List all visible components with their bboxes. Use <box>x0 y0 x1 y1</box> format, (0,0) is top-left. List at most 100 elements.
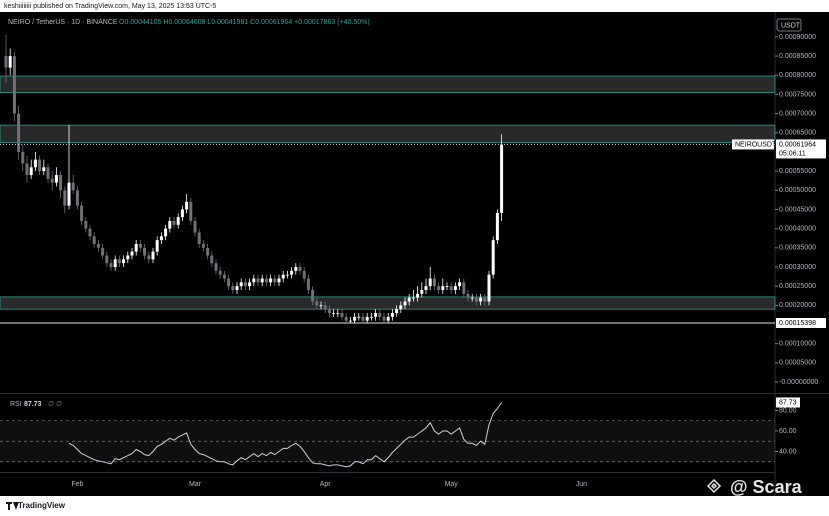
candle-body <box>80 205 84 221</box>
candle-body <box>378 313 382 317</box>
candle-body <box>348 320 352 322</box>
y-tick-label: -0.00000000 <box>779 379 818 386</box>
candle-body <box>67 182 71 206</box>
brand[interactable]: TradingView <box>18 501 66 510</box>
candle-body <box>327 309 331 314</box>
rsi-params: ∅ ∅ <box>48 401 62 408</box>
symbol-tag-box <box>732 139 774 150</box>
candle-body <box>176 217 180 225</box>
candle-body <box>311 290 315 302</box>
candle-body <box>50 178 54 183</box>
candle-body <box>189 201 193 221</box>
candle-body <box>180 209 184 218</box>
candle-body <box>59 174 63 191</box>
candle-body <box>277 278 281 283</box>
candle-body <box>260 278 264 283</box>
candle-body <box>38 159 42 172</box>
candle-body <box>84 220 88 229</box>
candle-body <box>147 255 151 260</box>
candle-body <box>155 240 159 252</box>
candle-body <box>474 297 478 302</box>
candle-body <box>143 247 147 256</box>
y-tick-label: 0.00005000 <box>779 360 816 367</box>
candle-body <box>193 220 197 233</box>
y-tick-label: 0.00045000 <box>779 206 816 213</box>
candle-body <box>164 228 168 237</box>
candle-body <box>302 270 306 279</box>
candle-body <box>462 282 466 294</box>
candle-body <box>75 190 79 206</box>
candle-body <box>63 190 67 206</box>
candle-body <box>432 278 436 287</box>
candle-body <box>290 270 294 275</box>
candle-body <box>479 297 483 302</box>
candle-body <box>206 247 210 256</box>
brand-logo <box>6 502 19 510</box>
candle-body <box>340 313 344 317</box>
symbol-tag: NEIROUSDT <box>735 141 777 148</box>
candle-body <box>487 274 491 302</box>
candle-body <box>306 278 310 291</box>
candle-body <box>458 282 462 287</box>
candle-body <box>353 316 357 321</box>
x-tick-label: Jun <box>576 481 587 488</box>
last-price-tag <box>776 139 826 159</box>
candle-body <box>12 56 16 114</box>
candle-body <box>495 212 499 241</box>
y-tick-label: 0.00070000 <box>779 110 816 117</box>
candle-body <box>8 56 12 68</box>
candle-body <box>395 309 399 314</box>
candle-body <box>101 247 105 256</box>
candle-body <box>197 232 201 244</box>
candle-body <box>298 266 302 271</box>
candle-body <box>54 174 58 183</box>
candle-body <box>319 305 323 307</box>
candle-body <box>243 282 247 287</box>
y-tick-label: 0.00050000 <box>779 187 816 194</box>
candle-body <box>315 301 319 306</box>
candle-body <box>273 278 277 283</box>
candle-body <box>470 297 474 299</box>
candle-body <box>332 313 336 314</box>
candle-body <box>21 151 25 164</box>
candle-body <box>500 144 504 213</box>
x-tick-label: May <box>445 481 459 488</box>
ohlc-line: O0.00044105 H0.00064608 L0.00041981 C0.0… <box>119 19 370 26</box>
last-price-label: 0.00061964 <box>779 141 816 148</box>
candle-body <box>92 236 96 244</box>
candle-body <box>369 316 373 318</box>
candle-body <box>239 282 243 287</box>
candle-body <box>105 255 109 264</box>
candle-body <box>151 251 155 260</box>
x-tick-label: Apr <box>320 481 332 488</box>
y-tick-label: 0.00030000 <box>779 264 816 271</box>
candle-body <box>361 316 365 321</box>
rsi-tick-label: 60.00 <box>779 428 797 435</box>
y-tick-label: 0.00020000 <box>779 302 816 309</box>
candle-body <box>441 286 445 291</box>
y-tick-label: 0.00080000 <box>779 72 816 79</box>
currency[interactable]: USDT <box>781 22 801 29</box>
candle-body <box>323 305 327 310</box>
candle-body <box>29 167 33 175</box>
candle-body <box>227 278 231 287</box>
candle-body <box>134 243 138 252</box>
y-tick-label: 0.00085000 <box>779 53 816 60</box>
rsi-value-tag <box>776 397 800 408</box>
candle-body <box>269 278 273 283</box>
candle-body <box>33 159 37 168</box>
candle-body <box>222 274 226 279</box>
candle-body <box>168 220 172 229</box>
zone <box>0 75 776 93</box>
candle-body <box>449 286 453 291</box>
symbol-line: NEIRO / TetherUS · 1D · BINANCE <box>8 19 118 26</box>
candle-body <box>201 243 205 248</box>
currency-box[interactable] <box>776 18 802 32</box>
candle-body <box>256 278 260 283</box>
candle-body <box>46 167 50 179</box>
rsi-legend-value: 87.73 <box>24 401 42 408</box>
candle-body <box>437 286 441 291</box>
candle-body <box>88 228 92 237</box>
